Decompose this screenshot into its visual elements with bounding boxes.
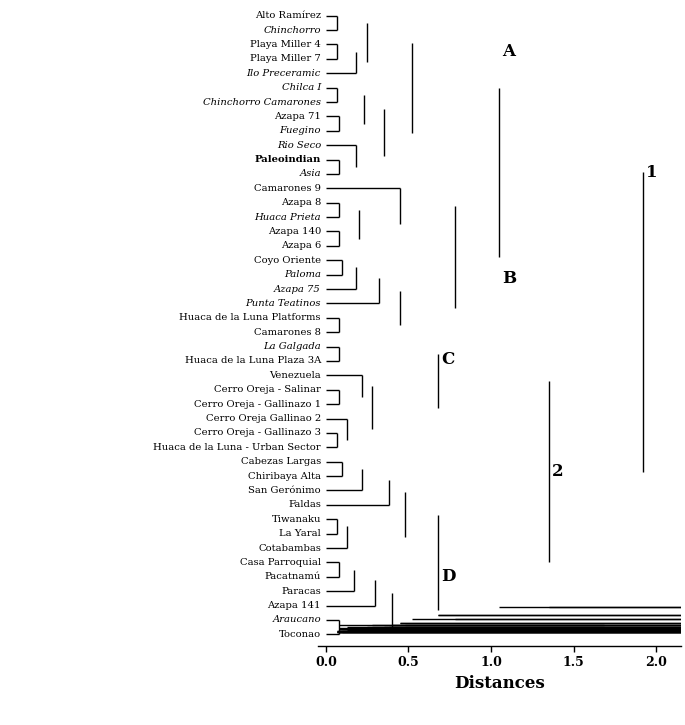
Text: Toconao: Toconao [279,630,321,639]
Text: Camarones 8: Camarones 8 [254,328,321,336]
Text: Azapa 140: Azapa 140 [268,227,321,236]
Text: Huaca de la Luna Platforms: Huaca de la Luna Platforms [179,313,321,323]
Text: Chinchorro Camarones: Chinchorro Camarones [203,97,321,107]
Text: Cabezas Largas: Cabezas Largas [240,457,321,466]
X-axis label: Distances: Distances [454,675,545,692]
Text: Cotabambas: Cotabambas [258,544,321,552]
Text: Asia: Asia [299,170,321,178]
Text: D: D [441,568,456,585]
Text: Huaca Prieta: Huaca Prieta [254,212,321,222]
Text: La Yaral: La Yaral [279,529,321,538]
Text: Coyo Oriente: Coyo Oriente [254,256,321,265]
Text: Chiribaya Alta: Chiribaya Alta [248,471,321,481]
Text: Rio Seco: Rio Seco [277,141,321,149]
Text: Azapa 6: Azapa 6 [281,241,321,250]
Text: San Gerónimo: San Gerónimo [249,486,321,495]
Text: Ilo Preceramic: Ilo Preceramic [247,69,321,78]
Text: Azapa 71: Azapa 71 [274,112,321,121]
Text: Punta Teatinos: Punta Teatinos [245,299,321,308]
Text: Cerro Oreja - Gallinazo 3: Cerro Oreja - Gallinazo 3 [194,428,321,437]
Text: La Galgada: La Galgada [263,342,321,351]
Text: Paracas: Paracas [282,587,321,596]
Text: 2: 2 [552,463,564,480]
Text: Casa Parroquial: Casa Parroquial [240,558,321,567]
Text: 1: 1 [646,164,658,181]
Text: Huaca de la Luna - Urban Sector: Huaca de la Luna - Urban Sector [153,443,321,452]
Text: Playa Miller 7: Playa Miller 7 [250,54,321,63]
Text: Cerro Oreja - Salinar: Cerro Oreja - Salinar [214,385,321,394]
Text: Venezuela: Venezuela [269,371,321,380]
Text: Paloma: Paloma [284,270,321,279]
Text: Cerro Oreja - Gallinazo 1: Cerro Oreja - Gallinazo 1 [194,399,321,409]
Text: Pacatnamú: Pacatnamú [264,572,321,581]
Text: Chinchorro: Chinchorro [264,25,321,35]
Text: Azapa 141: Azapa 141 [267,601,321,610]
Text: Azapa 75: Azapa 75 [274,284,321,294]
Text: Tiwanaku: Tiwanaku [271,515,321,523]
Text: Azapa 8: Azapa 8 [281,198,321,207]
Text: Huaca de la Luna Plaza 3A: Huaca de la Luna Plaza 3A [184,357,321,365]
Text: A: A [503,44,516,60]
Text: C: C [441,351,455,368]
Text: Playa Miller 4: Playa Miller 4 [250,40,321,49]
Text: B: B [503,270,516,287]
Text: Cerro Oreja Gallinao 2: Cerro Oreja Gallinao 2 [206,414,321,423]
Text: Araucano: Araucano [273,616,321,624]
Text: Paleoindian: Paleoindian [255,155,321,164]
Text: Fuegino: Fuegino [279,126,321,136]
Text: Faldas: Faldas [288,500,321,510]
Text: Camarones 9: Camarones 9 [254,184,321,193]
Text: Chilca I: Chilca I [282,83,321,92]
Text: Alto Ramírez: Alto Ramírez [255,11,321,20]
